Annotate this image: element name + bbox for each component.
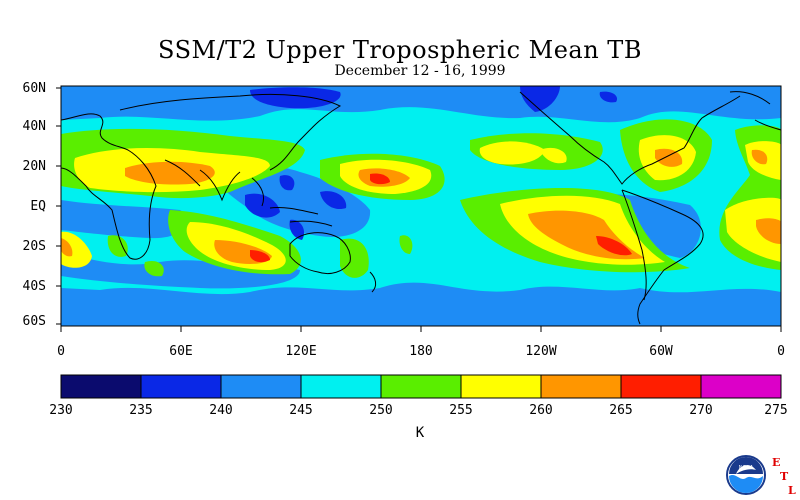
lon-label-120e: 120E — [285, 344, 317, 359]
lon-label-60w: 60W — [649, 344, 673, 359]
noaa-etl-logo: NOAA E T L — [726, 455, 796, 497]
colorbar-unit: K — [415, 425, 425, 441]
colorbar-tick: 255 — [449, 403, 473, 418]
logo-letter-l: L — [788, 484, 796, 497]
colorbar — [60, 374, 782, 399]
lat-label-eq: EQ — [30, 199, 46, 214]
colorbar-tick: 230 — [49, 403, 73, 418]
colorbar-tick: 265 — [609, 403, 633, 418]
colorbar-segment — [60, 374, 142, 399]
colorbar-segment — [700, 374, 782, 399]
colorbar-segment — [380, 374, 462, 399]
lon-label-120w: 120W — [525, 344, 557, 359]
logo-noaa-text: NOAA — [739, 465, 754, 471]
colorbar-tick: 270 — [689, 403, 713, 418]
colorbar-segment — [140, 374, 222, 399]
colorbar-tick: 235 — [129, 403, 153, 418]
lon-label-180: 180 — [409, 344, 433, 359]
colorbar-tick: 275 — [764, 403, 788, 418]
lon-label-0-east: 0 — [777, 344, 785, 359]
chart-title: SSM/T2 Upper Tropospheric Mean TB — [158, 36, 642, 64]
lon-ticks — [60, 326, 782, 332]
lat-label-40n: 40N — [22, 119, 46, 134]
lat-label-20s: 20S — [22, 239, 46, 254]
colorbar-segment — [620, 374, 702, 399]
logo-letter-e: E — [772, 456, 780, 469]
temperature-field — [61, 86, 781, 326]
chart-subtitle: December 12 - 16, 1999 — [334, 63, 506, 79]
colorbar-tick: 245 — [289, 403, 313, 418]
colorbar-segment — [460, 374, 542, 399]
colorbar-tick: 240 — [209, 403, 233, 418]
colorbar-segment — [300, 374, 382, 399]
lat-label-40s: 40S — [22, 279, 46, 294]
lat-label-60s: 60S — [22, 314, 46, 329]
colorbar-segment — [220, 374, 302, 399]
lat-label-20n: 20N — [22, 159, 46, 174]
colorbar-tick: 260 — [529, 403, 553, 418]
lat-ticks — [56, 87, 61, 325]
colorbar-segment — [540, 374, 622, 399]
colorbar-tick: 250 — [369, 403, 393, 418]
coastlines — [61, 91, 781, 325]
lon-label-0: 0 — [57, 344, 65, 359]
logo-letter-t: T — [780, 470, 789, 483]
lat-label-60n: 60N — [22, 81, 46, 96]
lon-label-60e: 60E — [169, 344, 193, 359]
